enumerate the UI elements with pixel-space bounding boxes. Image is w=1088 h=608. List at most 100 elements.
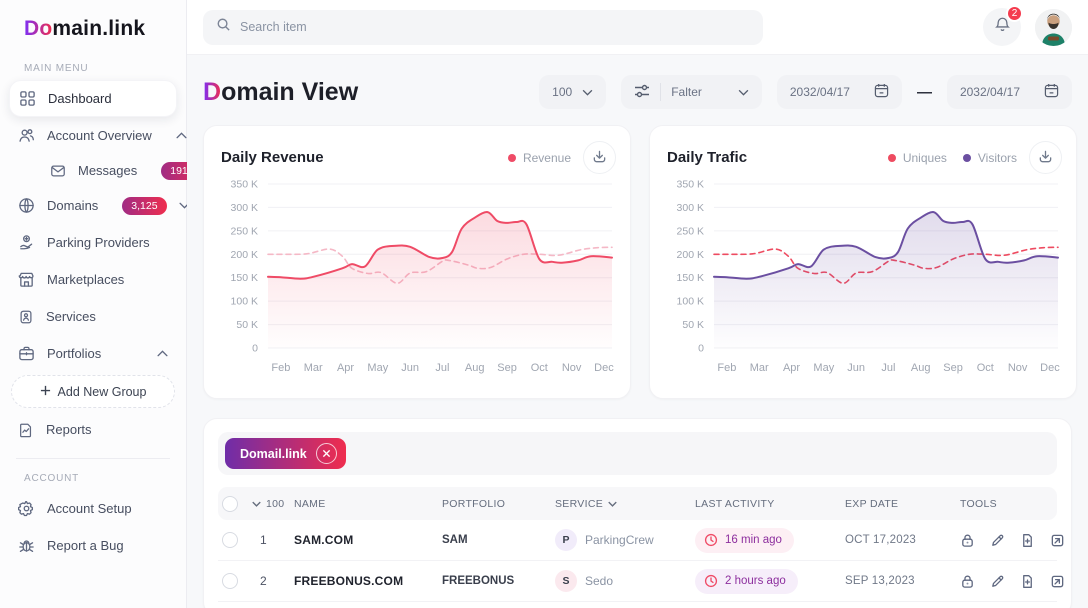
sidebar-item-domains[interactable]: Domains 3,125 <box>9 187 190 224</box>
sidebar-item-account-overview[interactable]: Account Overview <box>9 117 187 154</box>
filter-chip[interactable]: Domail.link <box>225 438 346 469</box>
chevron-down-icon <box>608 501 617 507</box>
domain-name[interactable]: SAM.COM <box>294 533 354 547</box>
sidebar-item-services[interactable]: Services <box>9 298 177 335</box>
file-add-icon[interactable] <box>1020 533 1035 548</box>
users-icon <box>18 127 35 144</box>
chevron-down-icon <box>252 501 261 507</box>
content: Domain View 100 Falter 2032/04/17 — <box>187 55 1088 608</box>
chevron-down-icon <box>582 89 593 96</box>
svg-text:Oct: Oct <box>977 362 994 374</box>
page-size-dropdown[interactable]: 100 <box>539 75 607 109</box>
sidebar-item-parking-providers[interactable]: Parking Providers <box>9 224 177 261</box>
row-tools <box>960 533 1065 548</box>
chart-title: Daily Revenue <box>221 149 324 166</box>
chevron-up-icon <box>176 132 187 139</box>
edit-icon[interactable] <box>990 533 1005 548</box>
search-bar[interactable] <box>203 9 763 45</box>
row-checkbox[interactable] <box>222 532 238 548</box>
last-activity-pill: 16 min ago <box>695 527 794 553</box>
coin-hand-icon <box>18 234 35 251</box>
svg-text:300 K: 300 K <box>677 202 704 214</box>
edit-icon[interactable] <box>990 574 1005 589</box>
svg-text:200 K: 200 K <box>231 249 258 261</box>
svg-text:Sep: Sep <box>497 362 517 374</box>
svg-text:Jul: Jul <box>435 362 449 374</box>
date-range-separator: — <box>916 83 932 101</box>
download-button[interactable] <box>583 141 616 174</box>
gear-icon <box>18 500 35 517</box>
sidebar-item-reports[interactable]: Reports <box>9 411 177 448</box>
svg-text:May: May <box>813 362 834 374</box>
service-avatar: P <box>555 529 577 551</box>
service-cell: P ParkingCrew <box>555 529 695 551</box>
file-add-icon[interactable] <box>1020 574 1035 589</box>
lock-icon[interactable] <box>960 533 975 548</box>
sidebar-divider <box>16 458 170 459</box>
notification-badge: 2 <box>1006 5 1023 22</box>
sidebar-item-dashboard[interactable]: Dashboard <box>9 80 177 117</box>
daily-trafic-card: Daily Trafic Uniques Visitors 0 50 K 100 K 1… <box>649 125 1077 399</box>
close-icon[interactable] <box>315 443 337 464</box>
svg-text:50 K: 50 K <box>236 319 258 331</box>
col-portfolio[interactable]: PORTFOLIO <box>442 497 506 510</box>
app-logo[interactable]: Domain.link <box>24 17 146 40</box>
chart-plot: 0 50 K 100 K 150 K 200 K 250 K 300 K 350 K Feb Ma… <box>204 176 630 383</box>
date-to-picker[interactable]: 2032/04/17 <box>946 75 1072 109</box>
col-tools: TOOLS <box>960 497 997 510</box>
svg-text:Feb: Feb <box>271 362 290 374</box>
table-row: 1 SAM.COM SAM P ParkingCrew 16 min ago O… <box>218 520 1064 561</box>
legend-dot <box>507 153 516 162</box>
page-size-header[interactable]: 100 <box>252 498 294 510</box>
legend-item: Revenue <box>507 151 571 165</box>
svg-text:Dec: Dec <box>594 362 614 374</box>
col-exp-date[interactable]: EXP DATE <box>845 497 899 510</box>
filter-chip-bar: Domail.link <box>218 432 1057 475</box>
dashboard-icon <box>19 90 36 107</box>
sidebar-item-account-setup[interactable]: Account Setup <box>9 490 177 527</box>
svg-text:350 K: 350 K <box>677 179 704 191</box>
download-icon <box>1038 149 1053 167</box>
file-export-icon[interactable] <box>1050 533 1065 548</box>
lock-icon[interactable] <box>960 574 975 589</box>
date-from-picker[interactable]: 2032/04/17 <box>776 75 902 109</box>
filter-dropdown[interactable]: Falter <box>621 75 762 109</box>
domain-name[interactable]: FREEBONUS.COM <box>294 574 404 588</box>
portfolio-name: SAM <box>442 534 468 546</box>
svg-text:Jul: Jul <box>881 362 895 374</box>
svg-text:300 K: 300 K <box>231 202 258 214</box>
svg-text:350 K: 350 K <box>231 179 258 191</box>
svg-text:Mar: Mar <box>750 362 769 374</box>
col-last-activity[interactable]: LAST ACTIVITY <box>695 497 775 510</box>
file-export-icon[interactable] <box>1050 574 1065 589</box>
col-service[interactable]: SERVICE <box>555 498 695 510</box>
sidebar-item-portfolios[interactable]: Portfolios <box>9 335 177 372</box>
download-button[interactable] <box>1029 141 1062 174</box>
col-name[interactable]: NAME <box>294 497 326 510</box>
sidebar-item-marketplaces[interactable]: Marketplaces <box>9 261 177 298</box>
search-input[interactable] <box>240 20 750 34</box>
store-icon <box>18 271 35 288</box>
last-activity-pill: 2 hours ago <box>695 568 798 594</box>
sidebar-account-nav: Account Setup Report a Bug <box>0 490 186 564</box>
notifications-button[interactable]: 2 <box>983 5 1023 46</box>
svg-text:Aug: Aug <box>465 362 485 374</box>
select-all-checkbox[interactable] <box>222 495 238 512</box>
portfolio-name: FREEBONUS <box>442 575 515 587</box>
row-number: 2 <box>260 574 267 588</box>
bell-icon <box>994 16 1011 38</box>
row-tools <box>960 574 1065 589</box>
briefcase-icon <box>18 345 35 362</box>
row-checkbox[interactable] <box>222 573 238 589</box>
download-icon <box>592 149 607 167</box>
search-icon <box>216 17 231 37</box>
svg-text:Feb: Feb <box>717 362 736 374</box>
user-avatar[interactable] <box>1035 8 1072 46</box>
add-new-group-button[interactable]: Add New Group <box>11 375 175 408</box>
sidebar-item-messages[interactable]: Messages 19135 <box>41 154 209 187</box>
main-area: 2 Domain View 100 <box>187 0 1088 608</box>
page-title: Domain View <box>203 77 359 106</box>
sidebar-item-report-a-bug[interactable]: Report a Bug <box>9 527 177 564</box>
account-label: ACCOUNT <box>24 473 80 484</box>
sidebar-nav: Dashboard Account Overview Messages 19135… <box>0 80 209 372</box>
